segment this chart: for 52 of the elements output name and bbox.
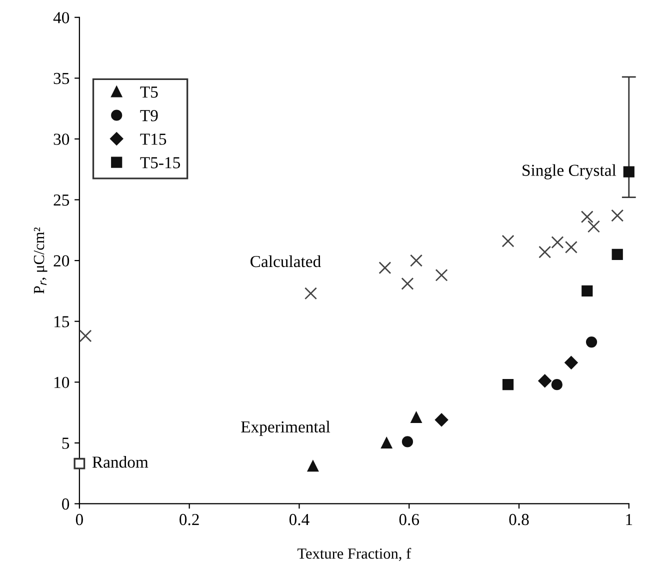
y-tick-label: 10 <box>54 376 70 388</box>
point <box>538 246 552 258</box>
point <box>378 262 392 274</box>
point <box>564 356 578 370</box>
x-tick-label: 0.8 <box>509 514 529 526</box>
legend-label: T5 <box>140 86 158 98</box>
point <box>401 277 414 290</box>
point <box>623 166 634 178</box>
point <box>612 248 623 260</box>
point <box>582 285 593 297</box>
legend-label: T15 <box>140 134 166 145</box>
point <box>502 234 514 248</box>
point <box>381 437 392 448</box>
legend-label: T9 <box>140 110 158 122</box>
point <box>586 336 598 348</box>
x-tick-label: 0.6 <box>399 514 420 526</box>
legend-label: T5-15 <box>140 157 180 168</box>
annotation: Single Crystal <box>522 164 616 180</box>
point <box>410 254 423 267</box>
point <box>564 240 578 254</box>
point <box>587 220 600 233</box>
point <box>304 287 318 300</box>
point <box>74 458 86 470</box>
x-tick-label: 0.2 <box>180 514 199 526</box>
point <box>402 436 414 448</box>
point <box>435 268 448 282</box>
x-axis-title: Texture Fraction, f <box>298 548 412 561</box>
y-tick-label: 20 <box>54 255 70 266</box>
point <box>551 236 564 249</box>
point <box>502 379 514 390</box>
point <box>611 209 624 222</box>
y-tick-label: 0 <box>62 498 70 510</box>
y-tick-label: 25 <box>54 194 70 206</box>
y-tick-label: 35 <box>54 72 70 84</box>
annotation: Calculated <box>250 255 321 268</box>
x-tick-label: 0.4 <box>289 514 310 526</box>
y-tick-label: 40 <box>53 12 70 24</box>
point <box>551 379 562 390</box>
point <box>79 330 92 342</box>
point <box>580 210 594 224</box>
point <box>434 413 448 426</box>
point <box>538 374 552 388</box>
x-tick-label: 0 <box>76 514 83 526</box>
annotation: Experimental <box>241 420 330 436</box>
y-axis-title: P$_{r}$, μC/cm² <box>34 227 48 294</box>
point <box>307 460 319 472</box>
annotation: Random <box>92 456 148 468</box>
point <box>410 412 422 423</box>
y-tick-label: 15 <box>54 316 70 328</box>
y-tick-label: 5 <box>62 438 70 449</box>
y-tick-label: 30 <box>54 134 70 145</box>
x-tick-label: 1 <box>626 514 632 526</box>
